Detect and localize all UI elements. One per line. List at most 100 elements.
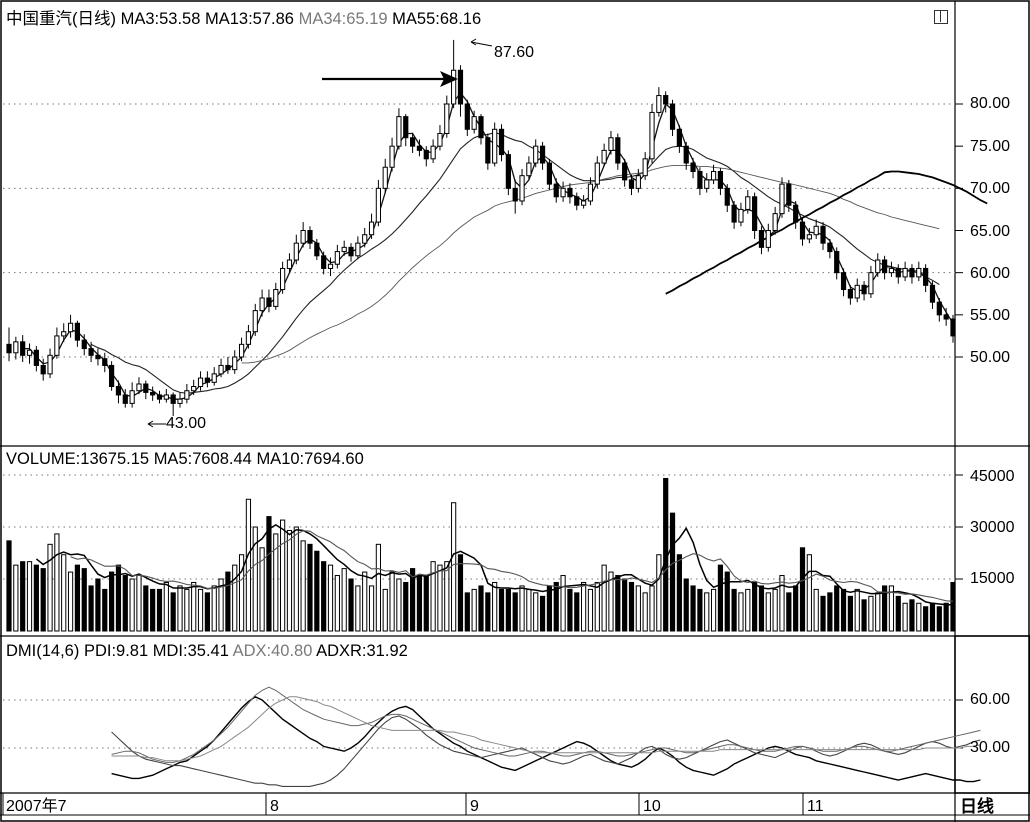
volume-bar-down xyxy=(81,568,87,632)
volume-bar-down xyxy=(505,588,511,632)
price-panel xyxy=(3,39,988,417)
volume-bar-down xyxy=(923,606,929,632)
high-marker-line xyxy=(470,41,493,47)
candle-down xyxy=(423,149,429,160)
candle-up xyxy=(211,373,217,383)
candle-down xyxy=(793,204,799,223)
volume-bar-down xyxy=(307,543,313,632)
candle-up xyxy=(396,116,402,147)
candle-up xyxy=(47,354,53,375)
volume-bar-up xyxy=(273,533,279,632)
ma-line-1 xyxy=(90,132,940,394)
candle-down xyxy=(225,364,231,371)
volume-bar-down xyxy=(464,592,470,632)
price-ytick-label: 55.00 xyxy=(970,307,1011,324)
candle-up xyxy=(13,341,19,354)
volume-bar-up xyxy=(54,533,60,632)
period-label[interactable]: 日线 xyxy=(960,797,994,816)
volume-bar-up xyxy=(300,540,306,632)
volume-bar-down xyxy=(539,595,546,632)
volume-bar-down xyxy=(717,564,724,632)
volume-bar-down xyxy=(485,592,491,632)
high-price-label: 87.60 xyxy=(494,44,535,61)
volume-bar-up xyxy=(184,588,190,632)
volume-bar-down xyxy=(88,585,94,632)
candle-up xyxy=(642,158,648,177)
volume-bar-up xyxy=(868,595,874,632)
candle-up xyxy=(738,208,744,223)
candle-down xyxy=(485,137,491,164)
candle-up xyxy=(437,133,443,147)
volume-bar-down xyxy=(553,581,559,632)
price-legend-ma3: MA3:53.58 xyxy=(120,10,201,28)
volume-legend-ma5: MA5:7608.44 xyxy=(153,450,252,468)
panel-toggle-icon[interactable] xyxy=(934,10,948,24)
candle-down xyxy=(827,242,833,253)
volume-bar-down xyxy=(416,575,423,632)
candle-up xyxy=(177,398,183,404)
candle-up xyxy=(608,137,614,151)
volume-bar-down xyxy=(628,581,635,632)
price-ytick-label: 50.00 xyxy=(970,349,1011,366)
volume-bar-up xyxy=(129,578,135,632)
volume-bar-up xyxy=(806,554,812,632)
volume-bar-up xyxy=(26,561,33,632)
candle-up xyxy=(355,242,361,257)
volume-bar-up xyxy=(437,564,443,632)
candle-down xyxy=(156,394,163,400)
candle-up xyxy=(594,162,600,185)
volume-bar-down xyxy=(314,550,320,632)
price-legend: 中国重汽(日线) MA3:53.58 MA13:57.86 MA34:65.19… xyxy=(6,10,481,28)
candle-up xyxy=(868,272,874,295)
xtick-label: 2007年7 xyxy=(6,798,67,815)
volume-bar-down xyxy=(156,588,163,632)
candle-down xyxy=(20,341,26,356)
volume-bar-down xyxy=(457,554,464,632)
volume-bar-down xyxy=(758,585,765,632)
volume-bar-down xyxy=(881,585,888,632)
volume-bar-down xyxy=(622,578,628,632)
volume-bar-down xyxy=(109,571,115,632)
candle-up xyxy=(587,183,594,202)
candle-up xyxy=(765,230,771,248)
volume-bar-up xyxy=(471,588,477,632)
volume-bar-down xyxy=(895,595,901,632)
candle-down xyxy=(834,251,840,274)
candle-down xyxy=(622,162,628,181)
volume-bar-down xyxy=(170,592,176,632)
volume-bar-down xyxy=(143,585,149,632)
candle-down xyxy=(539,145,546,164)
volume-bar-up xyxy=(813,588,819,632)
volume-bar-down xyxy=(752,581,758,632)
volume-bar-down xyxy=(615,575,621,632)
volume-bar-down xyxy=(820,595,826,632)
candle-up xyxy=(560,187,566,198)
candle-up xyxy=(341,246,347,253)
dmi-series-0 xyxy=(111,695,981,783)
volume-bar-up xyxy=(238,554,245,632)
candle-down xyxy=(752,196,758,231)
price-ytick-label: 65.00 xyxy=(970,223,1011,240)
candle-down xyxy=(478,116,484,139)
volume-bar-up xyxy=(581,581,587,632)
volume-bar-up xyxy=(232,564,238,632)
candle-up xyxy=(772,213,778,231)
volume-bar-down xyxy=(724,571,730,632)
candle-down xyxy=(403,116,409,139)
volume-bar-up xyxy=(163,581,169,632)
volume-bar-down xyxy=(115,564,122,632)
candle-down xyxy=(102,358,108,366)
pointer-arrow-head xyxy=(440,71,458,87)
candle-up xyxy=(293,242,299,261)
candle-down xyxy=(348,246,354,257)
dmi-legend-pdi: PDI:9.81 xyxy=(83,642,149,660)
candle-up xyxy=(191,386,197,392)
volume-bar-up xyxy=(779,575,785,632)
volume-bar-down xyxy=(799,547,806,632)
volume-bar-up xyxy=(47,543,53,632)
candle-up xyxy=(902,267,908,278)
candle-up xyxy=(916,267,922,278)
candle-down xyxy=(266,297,272,307)
